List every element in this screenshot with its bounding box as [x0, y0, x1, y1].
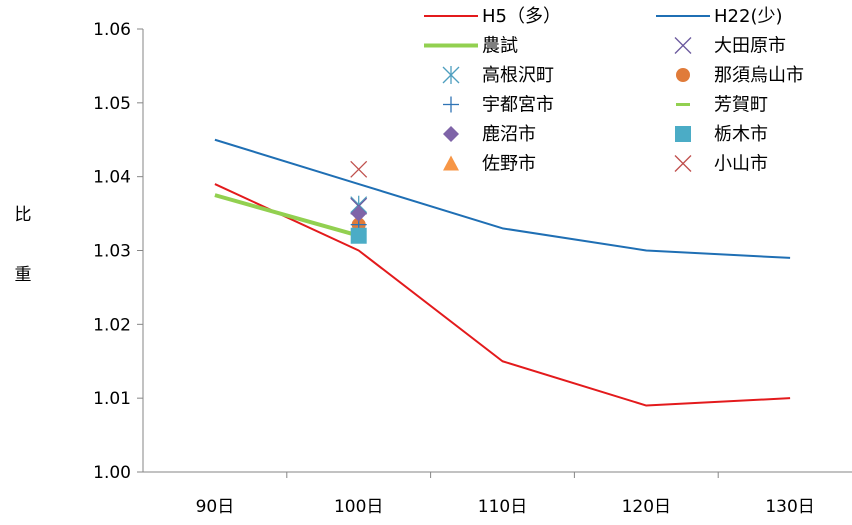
x-tick-label: 120日: [622, 497, 671, 517]
legend-label: 芳賀町: [714, 95, 768, 116]
y-axis-label-char: 比: [15, 205, 32, 225]
y-tick-label: 1.03: [93, 242, 131, 262]
y-tick-label: 1.00: [93, 463, 131, 483]
series-layer: [214, 138, 791, 407]
data-point-marker: [350, 160, 368, 178]
axes: 1.00 1.01 1.02 1.03 1.04 1.05 1.06 90日 100日 110日 1…: [93, 20, 852, 517]
x-tick-label: 130日: [765, 497, 814, 517]
marker-shape: [443, 126, 459, 142]
legend-label: 栃木市: [714, 124, 768, 145]
legend-item: 小山市: [674, 154, 768, 175]
marker-shape: [676, 68, 690, 82]
legend-swatch: [443, 126, 459, 142]
legend-label: 農試: [482, 36, 518, 57]
legend-label: 小山市: [714, 154, 768, 175]
legend-item: 宇都宮市: [443, 95, 554, 116]
legend-swatch: [674, 37, 692, 54]
y-tick-label: 1.04: [93, 168, 131, 188]
legend-swatch: [675, 126, 691, 142]
marker-stroke: [674, 155, 692, 172]
data-point-marker: [350, 227, 367, 244]
legend-swatch: [676, 68, 690, 82]
legend-label: 大田原市: [714, 36, 786, 57]
y-tick-label: 1.06: [93, 20, 131, 40]
y-tick-label: 1.02: [93, 315, 131, 335]
marker-shape: [350, 227, 367, 244]
legend-swatch: [442, 66, 460, 84]
legend-label: 鹿沼市: [482, 124, 536, 145]
legend-item: 大田原市: [674, 36, 786, 57]
legend-item: H5（多）: [424, 6, 561, 27]
legend-swatch: [674, 155, 692, 172]
legend-item: 栃木市: [675, 124, 768, 145]
legend-item: 高根沢町: [442, 65, 554, 86]
marker-stroke: [674, 37, 692, 54]
data-point-marker: [350, 205, 367, 222]
series-line-1: [214, 138, 791, 259]
legend-swatch: [443, 155, 459, 171]
x-tick-label: 110日: [478, 497, 527, 517]
legend-label: 那須烏山市: [714, 65, 804, 86]
y-axis-label: 比重: [15, 205, 32, 285]
x-tick-label: 90日: [196, 497, 235, 517]
series-line-2: [214, 193, 360, 238]
series-line-0: [214, 183, 791, 407]
legend-item: 那須烏山市: [676, 65, 804, 86]
legend-label: 佐野市: [482, 154, 536, 175]
y-tick-label: 1.05: [93, 94, 131, 114]
legend-item: 鹿沼市: [443, 124, 536, 145]
legend-label: 高根沢町: [482, 65, 554, 86]
y-tick-label: 1.01: [93, 389, 131, 409]
x-tick-label: 100日: [334, 497, 383, 517]
legend-label: 宇都宮市: [482, 95, 554, 116]
marker-shape: [443, 155, 459, 171]
y-axis-label-char: 重: [15, 265, 32, 285]
legend-item: 芳賀町: [676, 95, 768, 116]
marker-stroke: [350, 160, 368, 178]
legend-swatch: [443, 96, 459, 113]
marker-shape: [675, 126, 691, 142]
legend-item: H22(少): [656, 6, 782, 27]
marker-shape: [350, 205, 367, 222]
legend-item: 農試: [424, 36, 518, 57]
legend-label: H5（多）: [482, 6, 561, 27]
legend-label: H22(少): [714, 6, 782, 27]
legend-item: 佐野市: [443, 154, 536, 175]
